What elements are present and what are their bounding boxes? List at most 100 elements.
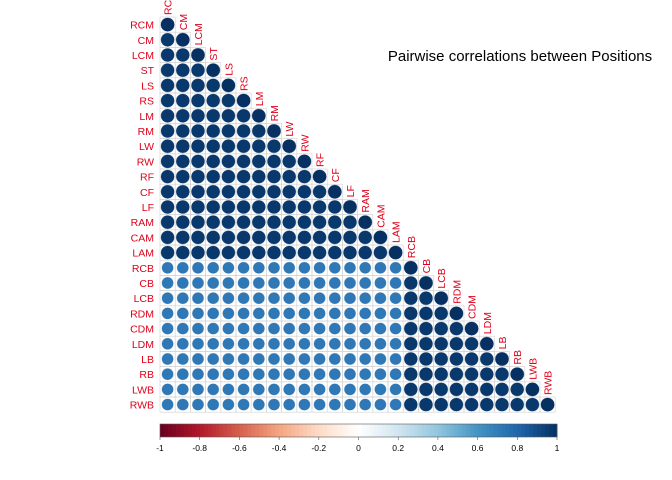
row-label: LW xyxy=(139,141,154,153)
colorbar-segment xyxy=(187,424,193,437)
colorbar-segment xyxy=(497,424,502,437)
correlation-point xyxy=(176,276,189,290)
correlation-point xyxy=(283,307,296,320)
correlation-point xyxy=(190,139,206,154)
correlation-point xyxy=(236,139,251,154)
correlation-point xyxy=(161,292,174,305)
correlation-point xyxy=(374,352,387,366)
colorbar-segment xyxy=(481,424,486,437)
correlation-point xyxy=(403,321,418,336)
colorbar-segment xyxy=(298,424,304,437)
correlation-point xyxy=(267,292,281,305)
correlation-point xyxy=(251,215,266,230)
correlation-point xyxy=(358,230,373,245)
colorbar-segment xyxy=(211,424,216,437)
correlation-point xyxy=(327,215,342,230)
colorbar-segment xyxy=(477,424,482,437)
correlation-point xyxy=(328,352,341,366)
correlation-point xyxy=(236,123,251,139)
correlation-point xyxy=(297,169,312,184)
colorbar-segment xyxy=(386,424,391,437)
correlation-point xyxy=(464,351,479,367)
colorbar-segment xyxy=(271,424,276,437)
correlation-point xyxy=(222,352,235,366)
row-label: CDM xyxy=(130,324,154,336)
correlation-point xyxy=(161,261,174,274)
correlation-point xyxy=(343,368,357,381)
correlation-point xyxy=(403,275,418,291)
correlation-point xyxy=(206,184,221,199)
colorbar-segment xyxy=(302,424,308,437)
correlation-point xyxy=(237,276,250,290)
correlation-point xyxy=(176,261,189,274)
colorbar-segment xyxy=(394,424,399,437)
correlation-point xyxy=(312,169,327,184)
correlation-point xyxy=(267,352,281,366)
correlation-point xyxy=(175,215,190,230)
correlation-point xyxy=(252,383,265,396)
colorbar-segment xyxy=(433,424,439,437)
correlation-point xyxy=(190,78,206,93)
correlation-point xyxy=(434,397,449,412)
column-label: RF xyxy=(315,153,327,167)
column-label: LAM xyxy=(391,221,403,243)
correlation-point xyxy=(403,367,418,382)
correlation-point xyxy=(221,123,236,139)
correlation-point xyxy=(449,397,464,412)
correlation-point xyxy=(176,307,189,320)
correlation-point xyxy=(190,199,206,215)
column-label: RDM xyxy=(451,280,463,304)
correlation-point xyxy=(479,397,494,412)
column-label: CAM xyxy=(375,204,387,227)
colorbar-tick-label: 0.6 xyxy=(472,443,484,453)
correlation-point xyxy=(267,337,281,350)
column-label: LF xyxy=(345,185,357,197)
colorbar-segment xyxy=(334,424,340,437)
correlation-point xyxy=(190,154,206,169)
correlation-point xyxy=(222,337,235,350)
colorbar-segment xyxy=(553,424,558,437)
correlation-point xyxy=(160,184,175,199)
correlation-point xyxy=(449,321,464,336)
correlation-point xyxy=(298,383,311,396)
correlation-point xyxy=(190,169,206,184)
correlation-point xyxy=(298,261,311,274)
correlation-point xyxy=(206,199,221,215)
colorbar-segment xyxy=(406,424,411,437)
colorbar-segment xyxy=(545,424,550,437)
correlation-point xyxy=(175,123,190,139)
colorbar-segment xyxy=(465,424,471,437)
column-label: CF xyxy=(330,168,342,182)
correlation-point xyxy=(221,230,236,245)
correlation-point xyxy=(434,321,449,336)
correlation-point xyxy=(175,184,190,199)
correlation-point xyxy=(313,383,326,396)
correlation-point xyxy=(237,383,250,396)
correlation-point xyxy=(222,276,235,290)
colorbar-segment xyxy=(267,424,272,437)
correlation-point xyxy=(283,292,296,305)
row-label: LF xyxy=(142,202,154,214)
correlation-point xyxy=(236,199,251,215)
correlation-point xyxy=(206,139,221,154)
correlation-point xyxy=(161,383,174,396)
correlation-point xyxy=(313,307,326,320)
column-label: RCB xyxy=(406,236,418,258)
correlation-point xyxy=(479,367,494,382)
row-labels: RCM CM LCM ST LS RS LM RM LW RW RF CF LF RAM CAM LAM RCB… xyxy=(130,20,155,412)
correlation-point xyxy=(252,307,265,320)
correlation-point xyxy=(418,291,434,306)
correlation-point xyxy=(389,292,402,305)
correlation-point xyxy=(479,336,494,351)
correlation-point xyxy=(191,337,205,350)
column-label: LCB xyxy=(436,268,448,288)
row-label: CM xyxy=(138,35,154,47)
correlation-point xyxy=(403,260,418,275)
correlation-point xyxy=(343,292,357,305)
correlation-point xyxy=(282,139,297,154)
colorbar-segment xyxy=(525,424,530,437)
colorbar-segment xyxy=(243,424,248,437)
colorbar-tick-label: -0.6 xyxy=(232,443,247,453)
correlation-point xyxy=(190,123,206,139)
correlation-point xyxy=(266,230,282,245)
